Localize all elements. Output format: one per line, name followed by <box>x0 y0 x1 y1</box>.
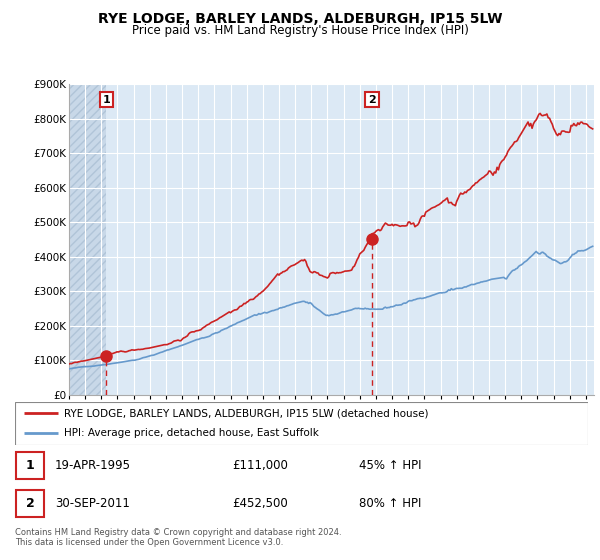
FancyBboxPatch shape <box>16 489 44 517</box>
Text: RYE LODGE, BARLEY LANDS, ALDEBURGH, IP15 5LW (detached house): RYE LODGE, BARLEY LANDS, ALDEBURGH, IP15… <box>64 408 428 418</box>
Text: 1: 1 <box>102 95 110 105</box>
FancyBboxPatch shape <box>15 402 588 445</box>
Text: £452,500: £452,500 <box>233 497 289 510</box>
Bar <box>69 84 106 395</box>
Text: 30-SEP-2011: 30-SEP-2011 <box>55 497 130 510</box>
Text: Price paid vs. HM Land Registry's House Price Index (HPI): Price paid vs. HM Land Registry's House … <box>131 24 469 36</box>
Text: 45% ↑ HPI: 45% ↑ HPI <box>359 459 421 472</box>
Text: 1: 1 <box>26 459 34 472</box>
Text: Contains HM Land Registry data © Crown copyright and database right 2024.
This d: Contains HM Land Registry data © Crown c… <box>15 528 341 547</box>
Text: £111,000: £111,000 <box>233 459 289 472</box>
Text: 19-APR-1995: 19-APR-1995 <box>55 459 131 472</box>
Text: 2: 2 <box>368 95 376 105</box>
Text: RYE LODGE, BARLEY LANDS, ALDEBURGH, IP15 5LW: RYE LODGE, BARLEY LANDS, ALDEBURGH, IP15… <box>98 12 502 26</box>
Text: 80% ↑ HPI: 80% ↑ HPI <box>359 497 421 510</box>
Text: 2: 2 <box>26 497 34 510</box>
FancyBboxPatch shape <box>16 452 44 479</box>
Text: HPI: Average price, detached house, East Suffolk: HPI: Average price, detached house, East… <box>64 428 319 438</box>
